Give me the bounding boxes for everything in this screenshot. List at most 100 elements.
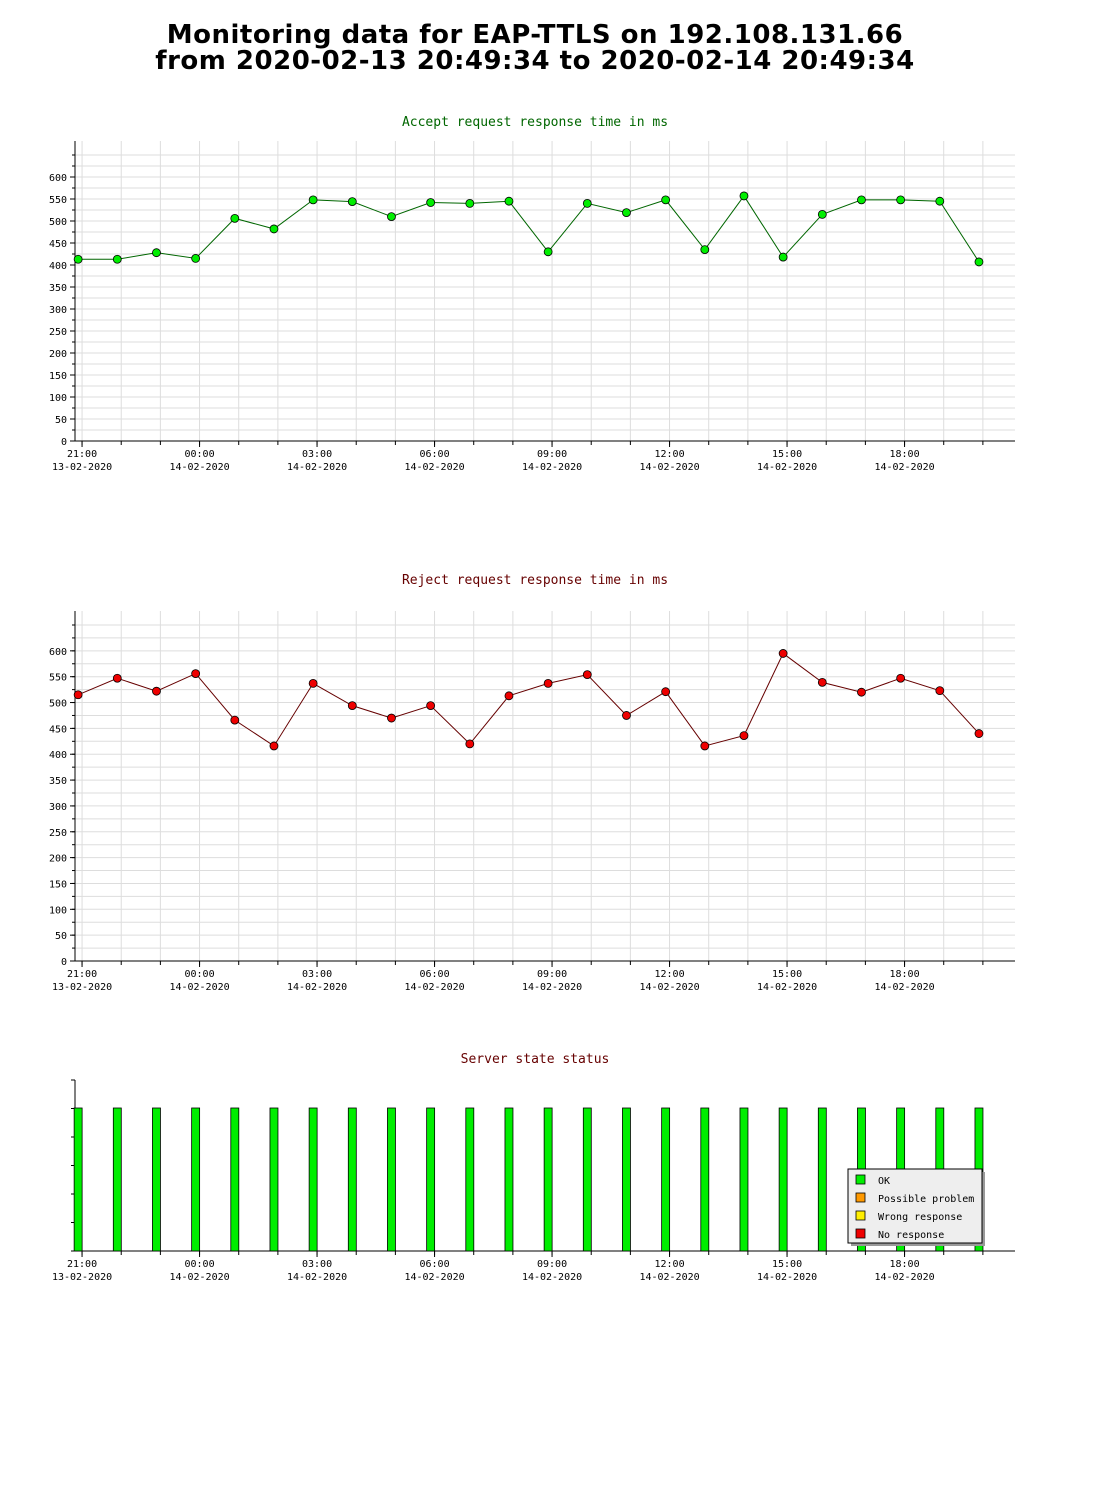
x-tick-label: 18:00	[889, 449, 919, 460]
status-bar	[191, 1107, 201, 1252]
x-tick-label: 03:00	[302, 969, 332, 980]
y-tick-label: 350	[49, 776, 67, 787]
reject-response-chart: Reject request response time in ms 0 50 10…	[49, 573, 1015, 993]
x-tick-label: 03:00	[302, 1259, 332, 1270]
chart-title: Reject request response time in ms	[402, 573, 668, 588]
data-point	[191, 669, 201, 678]
data-point	[700, 245, 710, 255]
data-point	[857, 687, 866, 697]
data-point	[935, 196, 945, 206]
y-tick-label: 300	[49, 305, 67, 316]
status-bar	[230, 1107, 240, 1252]
x-date-label: 14-02-2020	[522, 982, 582, 993]
y-tick-label: 50	[55, 931, 67, 942]
status-bar	[387, 1107, 396, 1252]
status-bar	[465, 1107, 475, 1252]
data-point	[308, 679, 318, 688]
x-tick-label: 12:00	[654, 1259, 684, 1270]
data-point	[152, 686, 161, 696]
data-point	[308, 195, 318, 205]
data-point	[465, 739, 475, 749]
y-tick-label: 200	[49, 349, 67, 360]
status-bar	[308, 1107, 318, 1252]
data-point	[504, 691, 514, 701]
y-tick-label: 450	[49, 239, 67, 250]
y-tick-label: 150	[49, 879, 67, 890]
data-point	[73, 254, 83, 264]
x-tick-label: 03:00	[302, 449, 332, 460]
data-point	[191, 253, 201, 263]
y-tick-label: 50	[55, 415, 67, 426]
data-point	[543, 679, 553, 688]
status-bar	[504, 1107, 514, 1252]
x-date-label: 14-02-2020	[287, 1272, 347, 1283]
data-point	[896, 195, 906, 205]
y-tick-label: 250	[49, 828, 67, 839]
y-tick-label: 600	[49, 647, 67, 658]
x-tick-label: 06:00	[419, 1259, 449, 1270]
x-tick-label: 00:00	[184, 969, 214, 980]
data-point	[504, 196, 514, 206]
x-date-label: 14-02-2020	[639, 1272, 699, 1283]
x-date-label: 14-02-2020	[874, 1272, 934, 1283]
x-tick-label: 18:00	[889, 969, 919, 980]
x-date-label: 14-02-2020	[874, 462, 934, 473]
data-point	[935, 686, 945, 696]
x-tick-label: 21:00	[67, 969, 97, 980]
y-tick-label: 350	[49, 283, 67, 294]
x-date-label: 14-02-2020	[287, 982, 347, 993]
data-point	[582, 199, 592, 208]
x-tick-label: 00:00	[184, 449, 214, 460]
x-tick-label: 15:00	[772, 969, 802, 980]
data-point	[622, 711, 631, 720]
data-point	[347, 197, 357, 207]
series-line	[78, 195, 980, 263]
x-date-label: 14-02-2020	[404, 462, 464, 473]
status-bar	[778, 1107, 788, 1252]
x-tick-label: 12:00	[654, 449, 684, 460]
data-point	[112, 673, 122, 683]
y-tick-label: 400	[49, 750, 67, 761]
x-tick-label: 21:00	[67, 449, 97, 460]
status-bar	[582, 1107, 592, 1252]
data-point	[661, 687, 671, 697]
y-tick-label: 550	[49, 195, 67, 206]
data-point	[426, 701, 436, 711]
legend-label: Possible problem	[878, 1194, 974, 1205]
y-tick-label: 0	[61, 957, 67, 968]
status-bar	[700, 1107, 710, 1252]
page-title: Monitoring data for EAP-TTLS on 192.108.…	[0, 22, 1070, 74]
status-bar	[426, 1107, 436, 1252]
data-point	[739, 191, 749, 201]
server-state-chart: Server state status 21:00 13-02-2020 00:00…	[52, 1052, 1015, 1283]
legend-swatch	[855, 1228, 866, 1239]
x-date-label: 14-02-2020	[404, 982, 464, 993]
legend-swatch	[855, 1210, 866, 1221]
status-bar	[661, 1107, 671, 1252]
data-point	[817, 677, 827, 687]
data-point	[230, 213, 240, 223]
x-date-label: 14-02-2020	[169, 1272, 229, 1283]
status-bar	[112, 1107, 122, 1252]
data-point	[152, 248, 161, 258]
y-tick-label: 100	[49, 393, 67, 404]
legend-label: OK	[878, 1176, 890, 1187]
x-tick-label: 00:00	[184, 1259, 214, 1270]
x-tick-label: 18:00	[889, 1259, 919, 1270]
data-point	[739, 731, 749, 741]
x-date-label: 14-02-2020	[757, 982, 817, 993]
data-point	[387, 212, 396, 221]
series-line	[77, 652, 980, 747]
x-date-label: 14-02-2020	[874, 982, 934, 993]
legend-swatch	[855, 1192, 866, 1203]
status-bar	[347, 1107, 357, 1252]
status-bar	[73, 1107, 83, 1252]
legend-label: No response	[878, 1230, 944, 1241]
data-point	[974, 257, 984, 267]
y-tick-label: 400	[49, 261, 67, 272]
data-point	[700, 741, 710, 751]
data-point	[857, 195, 866, 205]
y-tick-label: 600	[49, 173, 67, 184]
y-tick-label: 100	[49, 905, 67, 916]
data-point	[465, 199, 475, 208]
